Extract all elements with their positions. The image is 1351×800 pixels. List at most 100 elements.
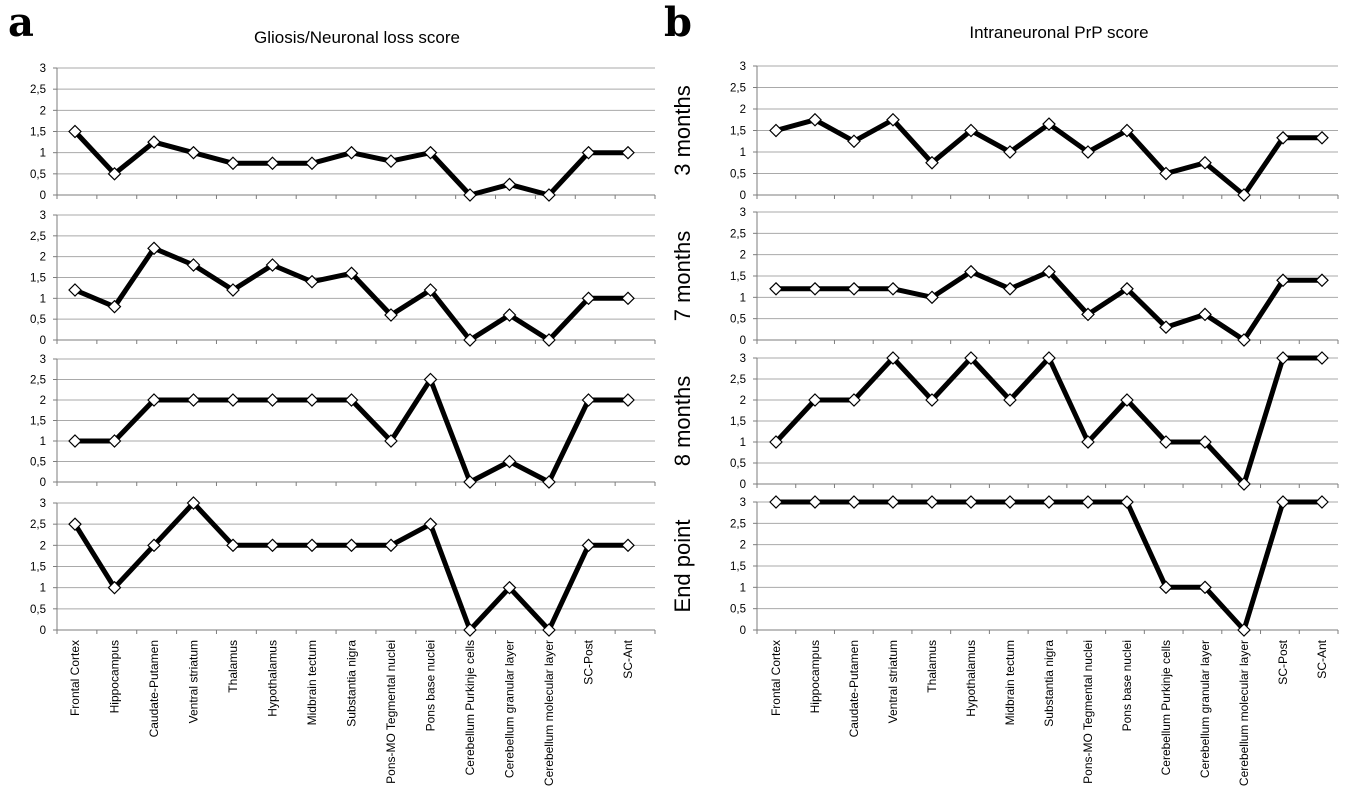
row-label: End point (670, 520, 695, 613)
data-point (68, 517, 82, 532)
data-point (847, 281, 861, 296)
data-point (463, 188, 477, 202)
data-point (384, 434, 398, 448)
y-tick-label: 2,5 (30, 519, 46, 531)
x-category-label: Pons-MO Tegmental nuclei (384, 640, 398, 784)
data-point (423, 372, 438, 387)
data-point (1042, 351, 1056, 365)
data-point (886, 281, 900, 296)
chart-a-2: 0 0,5 1 1,5 2 2,5 3 (30, 210, 656, 347)
data-point (344, 266, 359, 281)
y-tick-label: 0,5 (730, 458, 746, 470)
x-category-label: Hippocampus (808, 640, 822, 713)
y-tick-label: 2,5 (730, 518, 746, 530)
data-point (581, 538, 596, 553)
y-tick-label: 0 (40, 625, 46, 637)
data-point (384, 154, 398, 168)
data-point (542, 623, 556, 637)
x-category-label: Ventral striatum (886, 640, 900, 723)
data-point (769, 435, 783, 449)
y-tick-label: 0 (740, 479, 746, 491)
data-point (1198, 307, 1212, 322)
y-tick-label: 3 (40, 63, 46, 75)
y-tick-label: 1 (740, 437, 746, 449)
y-tick-label: 1,5 (730, 126, 746, 138)
data-point (147, 393, 161, 407)
y-tick-label: 0,5 (730, 314, 746, 326)
data-point (1042, 264, 1056, 279)
x-category-label: Pons-MO Tegmental nuclei (1081, 640, 1095, 784)
data-point (808, 393, 822, 407)
x-category-label: Frontal Cortex (68, 640, 82, 716)
y-tick-label: 1,5 (730, 271, 746, 283)
data-point (1237, 333, 1251, 347)
y-tick-label: 1,5 (30, 127, 46, 139)
data-point (1276, 495, 1290, 509)
y-tick-label: 2 (740, 250, 746, 262)
y-tick-label: 2 (740, 104, 746, 116)
data-point (226, 393, 240, 407)
x-category-label: Cerebellum Purkinje cells (1159, 640, 1173, 775)
y-tick-label: 1 (40, 436, 46, 448)
data-point (1198, 435, 1212, 449)
series-line (773, 269, 1325, 343)
series-line (72, 245, 631, 343)
y-tick-label: 1 (740, 292, 746, 304)
data-point (1003, 495, 1017, 509)
chart-grid: 00,511,522,5300,511,522,5300,511,522,530… (30, 61, 1339, 786)
data-point (68, 124, 82, 139)
data-point (1198, 580, 1212, 595)
x-category-label: SC-Post (1276, 639, 1290, 684)
data-point (1237, 623, 1251, 637)
data-point (1003, 145, 1017, 159)
data-point (1120, 393, 1134, 407)
x-category-label: Hypothalamus (266, 640, 280, 717)
y-tick-label: 2 (40, 540, 46, 552)
data-point (344, 393, 359, 407)
y-tick-label: 3 (740, 61, 746, 73)
data-point (384, 308, 398, 322)
y-tick-label: 1 (40, 293, 46, 305)
data-point (1159, 435, 1173, 449)
y-tick-label: 2 (40, 395, 46, 407)
chart-b-3: 0 0,5 1 1,5 2 2,5 3 8 months (670, 351, 1339, 491)
y-tick-label: 1 (740, 147, 746, 159)
data-point (1003, 281, 1017, 296)
data-point (502, 308, 517, 322)
y-tick-label: 0,5 (30, 457, 46, 469)
y-tick-label: 2 (740, 395, 746, 407)
data-point (542, 333, 556, 347)
data-point (107, 580, 122, 595)
y-tick-label: 0 (40, 477, 46, 489)
data-point (1276, 273, 1290, 288)
panel-b-letter: b (664, 0, 692, 46)
data-point (502, 454, 517, 469)
data-point (1237, 477, 1251, 491)
data-point (1198, 155, 1212, 170)
data-point (847, 495, 861, 509)
y-tick-label: 0 (40, 190, 46, 202)
x-category-label: Hypothalamus (964, 640, 978, 717)
y-tick-label: 2 (40, 252, 46, 264)
data-point (1159, 166, 1173, 181)
data-point (1081, 435, 1095, 449)
data-point (463, 475, 477, 489)
y-tick-label: 0,5 (30, 169, 46, 181)
data-point (305, 156, 319, 171)
x-category-label: SC-Ant (1315, 639, 1329, 678)
data-point (502, 177, 517, 192)
data-point (147, 538, 161, 553)
data-point (769, 495, 783, 509)
data-point (1237, 188, 1251, 202)
data-point (265, 538, 280, 553)
x-category-label: Pons base nuclei (1120, 640, 1134, 731)
series-line (773, 117, 1325, 198)
data-point (925, 155, 939, 170)
row-label: 8 months (670, 376, 695, 467)
data-point (1276, 351, 1290, 365)
data-point (186, 496, 201, 510)
y-tick-label: 3 (40, 210, 46, 222)
data-point (186, 258, 201, 272)
data-point (265, 258, 280, 272)
data-point (226, 156, 240, 171)
